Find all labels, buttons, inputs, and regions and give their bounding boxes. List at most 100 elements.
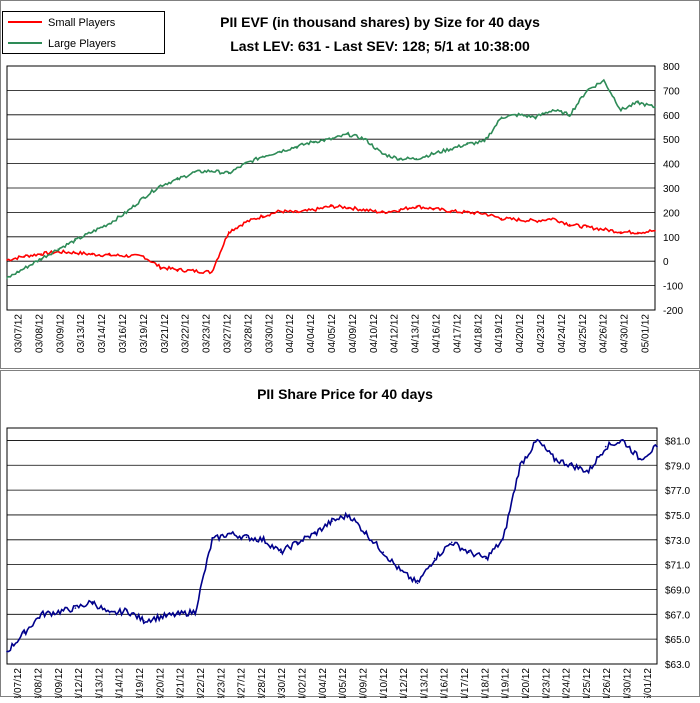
series-line-small-players [6, 204, 656, 275]
data-point [500, 116, 503, 118]
x-tick-label: 04/16/12 [440, 668, 451, 698]
data-point [654, 106, 656, 108]
data-point [603, 228, 605, 231]
data-point [331, 520, 333, 522]
data-point [330, 138, 332, 140]
data-point [415, 157, 418, 160]
x-tick-label: 03/28/12 [243, 314, 254, 353]
data-point [330, 205, 332, 208]
data-point [159, 184, 162, 187]
data-point [381, 153, 384, 155]
data-point [194, 611, 196, 613]
data-point [108, 254, 111, 256]
data-point [432, 153, 435, 155]
data-point [603, 79, 605, 82]
data-point [348, 514, 350, 516]
y-tick-label: 600 [663, 111, 680, 122]
x-tick-label: 04/10/12 [379, 668, 390, 698]
data-point [279, 551, 282, 553]
data-point [176, 268, 179, 271]
data-point [381, 211, 384, 214]
data-point [125, 255, 128, 257]
data-point [74, 251, 76, 254]
data-point [160, 616, 162, 618]
data-point [656, 445, 658, 448]
data-point [364, 138, 366, 140]
data-point [568, 223, 571, 226]
data-point [193, 270, 196, 272]
data-point [449, 148, 452, 150]
x-tick-label: 04/13/12 [419, 668, 430, 698]
x-tick-label: 04/23/12 [536, 314, 547, 353]
data-point [449, 210, 452, 212]
y-tick-label: 0 [663, 257, 669, 268]
data-point [382, 551, 385, 553]
data-point [398, 209, 401, 211]
y-tick-label: 400 [663, 160, 680, 171]
x-tick-label: 03/07/12 [13, 314, 24, 353]
data-point [313, 140, 315, 143]
data-point [177, 613, 179, 616]
x-tick-label: 03/14/12 [115, 668, 126, 698]
data-point [227, 231, 230, 233]
x-tick-label: 04/26/12 [599, 314, 610, 353]
x-tick-label: 04/05/12 [327, 314, 338, 353]
y-tick-label: -100 [663, 282, 683, 293]
data-point [296, 211, 298, 214]
x-tick-label: 04/19/12 [494, 314, 505, 353]
data-point [433, 557, 436, 560]
legend-label-large-players: Large Players [48, 38, 116, 50]
data-point [125, 609, 128, 612]
data-point [143, 619, 145, 622]
data-point [485, 557, 487, 560]
x-tick-label: 04/04/12 [318, 668, 329, 698]
data-point [502, 539, 504, 541]
data-point [6, 277, 8, 280]
y-tick-label: $79.0 [665, 461, 690, 472]
x-tick-label: 04/13/12 [411, 314, 422, 353]
data-point [57, 248, 59, 250]
x-tick-label: 03/07/12 [13, 668, 24, 698]
data-point [142, 255, 145, 258]
data-point [57, 251, 59, 253]
data-point [159, 266, 162, 269]
x-tick-label: 03/23/12 [202, 314, 213, 353]
data-point [553, 458, 556, 460]
data-point [23, 632, 25, 634]
x-tick-label: 03/19/12 [135, 668, 146, 698]
data-point [23, 267, 25, 270]
data-point [279, 150, 281, 153]
price-y-axis: $63.0 $65.0 $67.0 $69.0 $71.0 $73.0 $75.0 $77.0… [665, 436, 690, 671]
y-tick-label: $77.0 [665, 486, 690, 497]
data-point [519, 464, 521, 467]
x-tick-label: 03/14/12 [97, 314, 108, 353]
x-tick-label: 03/30/12 [277, 668, 288, 698]
price-chart-title: PII Share Price for 40 days [257, 386, 433, 402]
data-point [551, 109, 554, 111]
y-tick-label: $81.0 [665, 436, 690, 447]
data-point [91, 253, 94, 256]
x-tick-label: 04/25/12 [578, 314, 589, 353]
data-point [637, 231, 639, 234]
data-point [483, 140, 486, 143]
data-point [262, 539, 265, 541]
data-point [74, 607, 77, 609]
data-point [245, 536, 248, 539]
data-point [399, 570, 402, 572]
price-chart: PII Share Price for 40 days $63.0$65.0$6… [6, 386, 690, 703]
data-point [432, 207, 435, 210]
x-tick-label: 04/12/12 [390, 314, 401, 353]
data-point [210, 271, 213, 274]
data-point [620, 231, 622, 233]
data-point [262, 215, 264, 217]
evf-chart-subtitle: Last LEV: 631 - Last SEV: 128; 5/1 at 10… [230, 38, 530, 54]
x-tick-label: 04/23/12 [541, 668, 552, 698]
x-tick-label: 05/01/12 [641, 314, 652, 353]
y-tick-label: $73.0 [665, 536, 690, 547]
data-point [364, 209, 366, 211]
x-tick-label: 04/26/12 [602, 668, 613, 698]
data-point [622, 439, 624, 442]
data-point [262, 155, 264, 158]
y-tick-label: $75.0 [665, 511, 690, 522]
price-gridlines [7, 440, 657, 640]
